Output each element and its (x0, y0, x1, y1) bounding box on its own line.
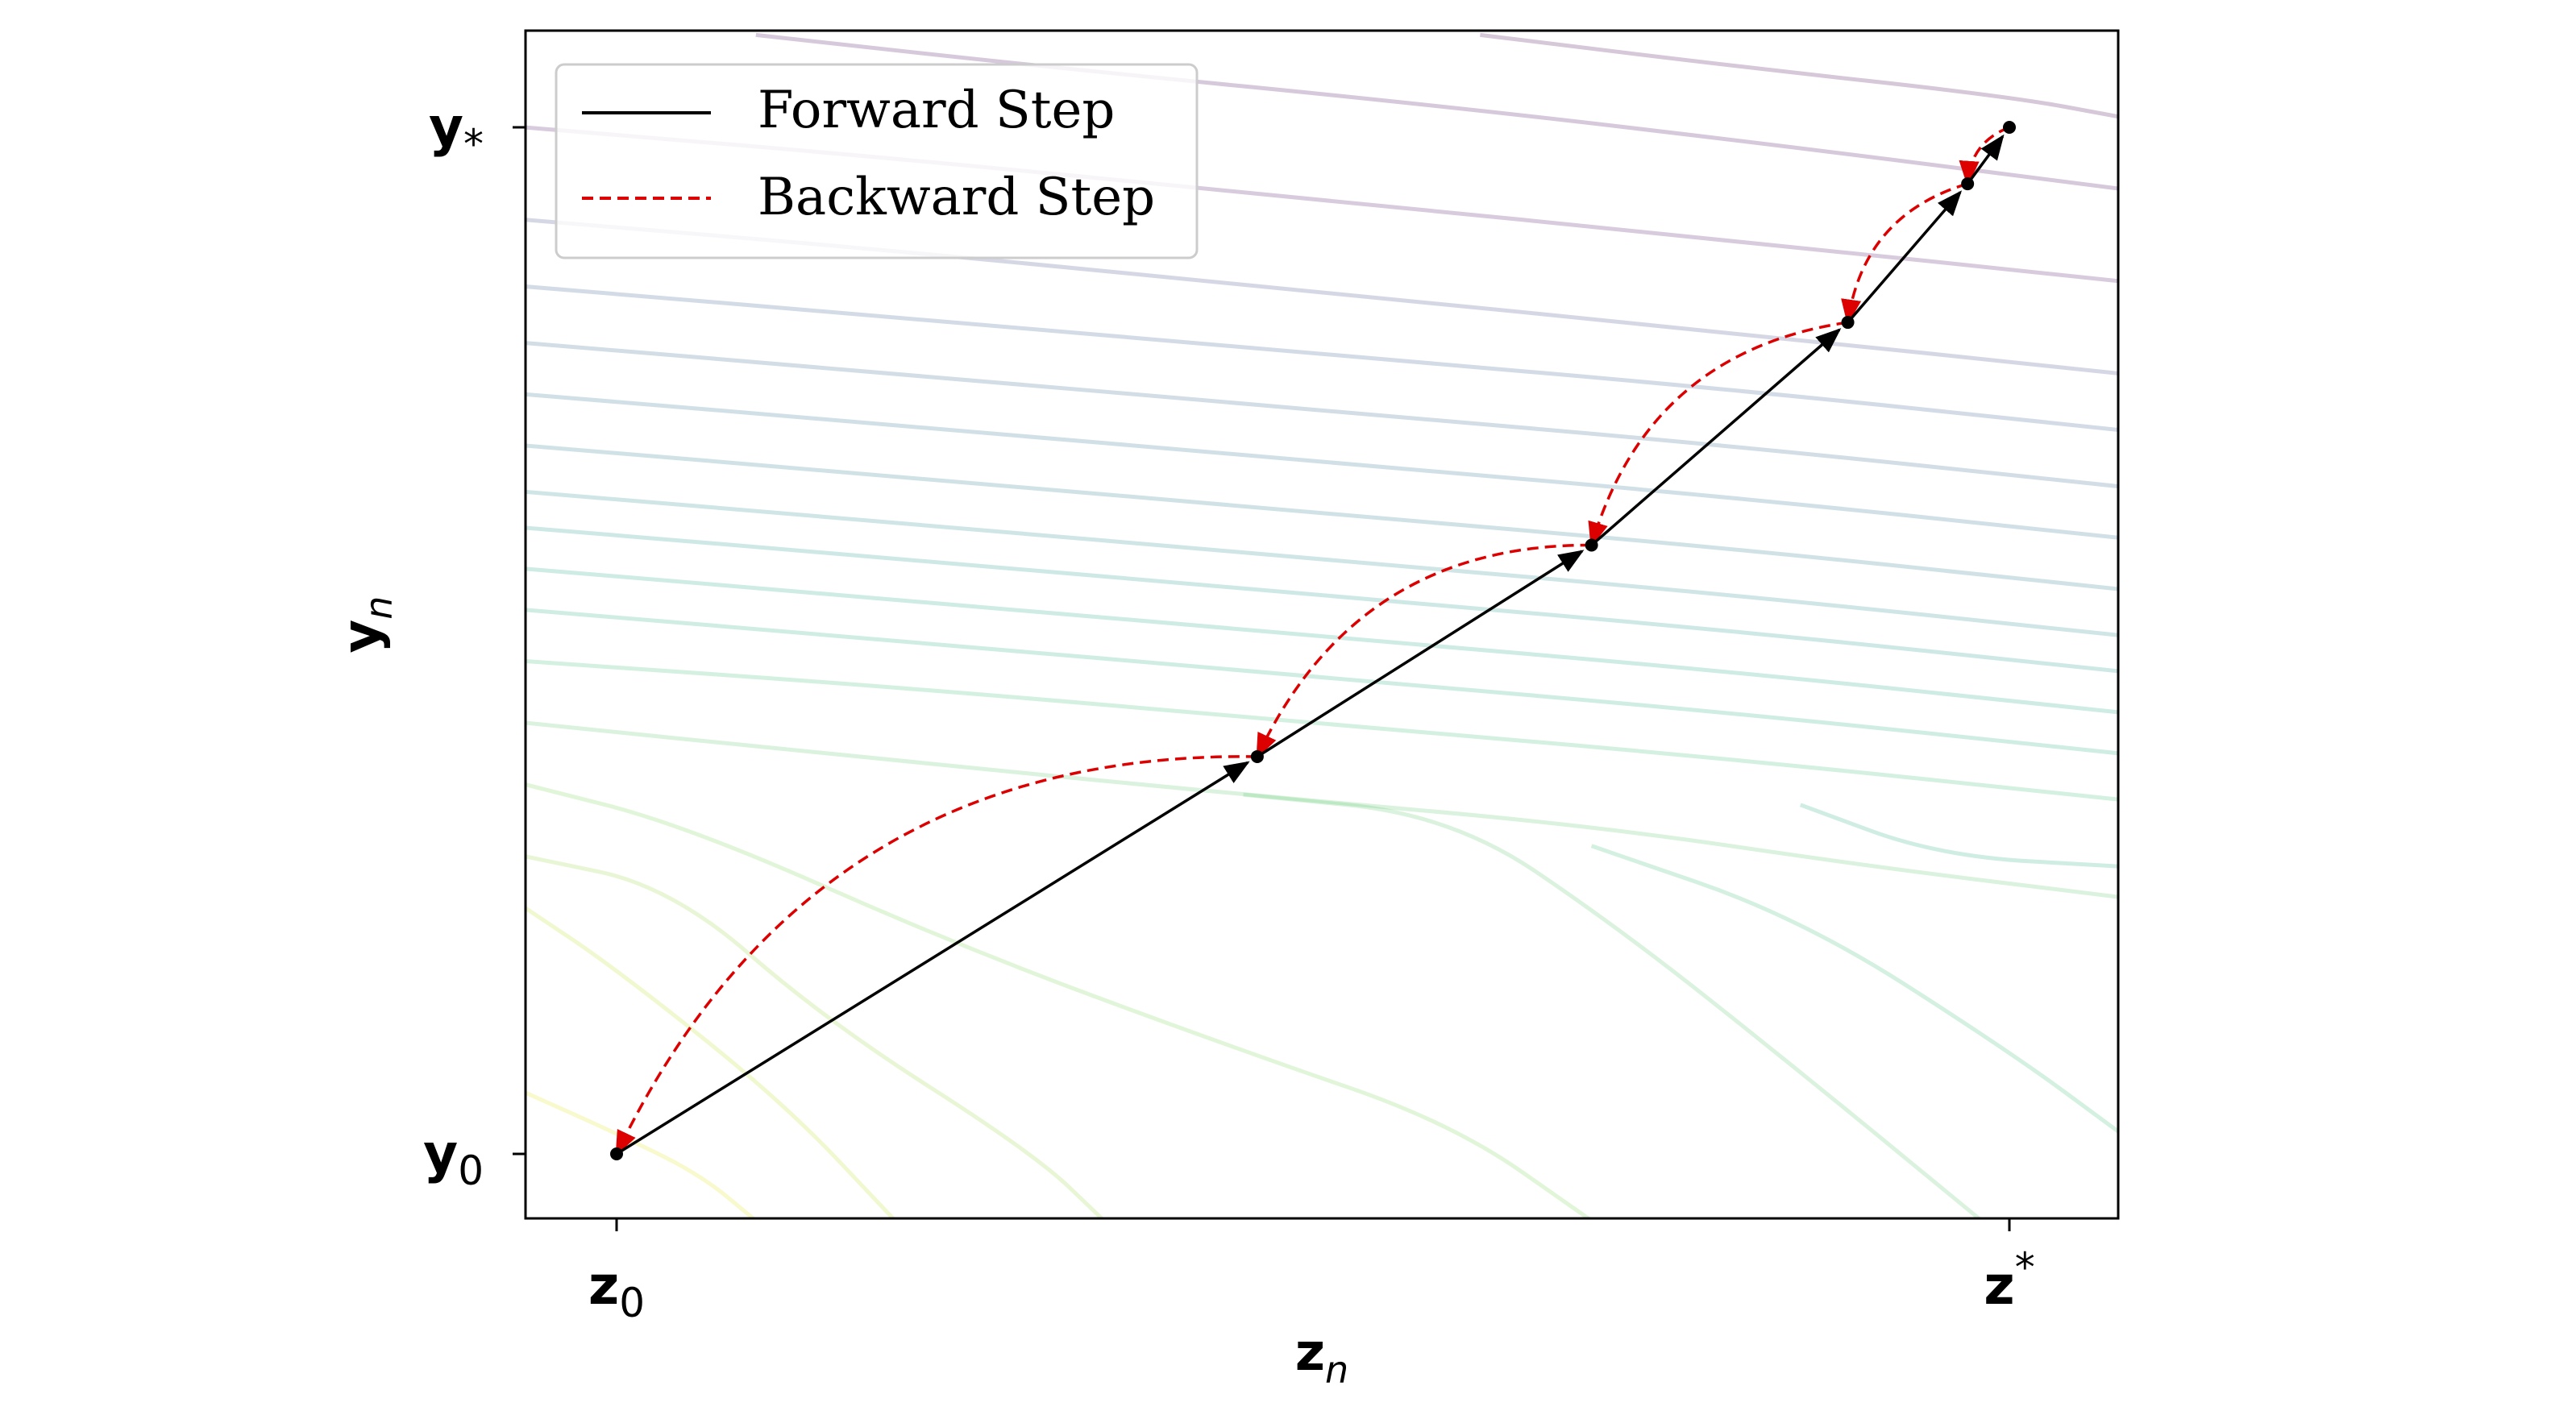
iterate-points (610, 121, 2016, 1160)
backward-step (1959, 126, 2010, 187)
contour-line (526, 566, 2118, 715)
contour-line (526, 443, 2118, 591)
contour-line (755, 32, 2118, 191)
iterate-point (1841, 316, 1855, 330)
y-tick-label: y* (429, 96, 484, 168)
forward-step (1847, 190, 1963, 324)
contour-line (526, 854, 1105, 1218)
x-tick-label: z0 (588, 1255, 645, 1326)
contour-line (526, 1090, 757, 1218)
contour-lines (526, 32, 2118, 1218)
x-tick-label: z* (1984, 1244, 2034, 1317)
y-axis-label: yn (332, 596, 401, 654)
backward-step (615, 755, 1257, 1156)
forward-steps (616, 134, 2005, 1156)
backward-step (1588, 321, 1848, 548)
contour-line (526, 284, 2118, 433)
backward-step (1256, 543, 1592, 759)
contour-line (526, 782, 1592, 1218)
legend-box (555, 63, 1199, 259)
legend-forward-label: Forward Step (758, 81, 1115, 140)
contour-line (1243, 792, 1982, 1218)
legend-backward-label: Backward Step (758, 168, 1155, 227)
contour-line (1799, 803, 2118, 869)
contour-line (526, 608, 2118, 756)
contour-line (526, 392, 2118, 540)
backward-steps (615, 126, 2010, 1156)
iterate-point (1585, 538, 1598, 552)
iterate-point (1961, 177, 1975, 191)
plot-frame (524, 29, 2120, 1220)
forward-step (1590, 328, 1842, 546)
contour-line (526, 906, 896, 1218)
x-axis-label: zn (1295, 1323, 1348, 1392)
contour-line (526, 341, 2118, 489)
y-axis-ticks: y0 y* (423, 96, 526, 1194)
forward-step (1966, 134, 2005, 185)
contour-line (1590, 844, 2118, 1135)
forward-step (1256, 550, 1585, 758)
iterate-point (2003, 121, 2016, 134)
forward-step (616, 761, 1250, 1156)
contour-line (526, 525, 2118, 674)
contour-line (1480, 32, 2118, 119)
contour-line (526, 659, 2118, 802)
x-axis-ticks: z0 z* (588, 1218, 2035, 1326)
iterate-point (610, 1147, 623, 1160)
legend: Forward Step Backward Step (555, 63, 1199, 259)
contour-line (526, 489, 2118, 637)
iterate-point (1250, 749, 1264, 763)
contour-line (526, 720, 2118, 899)
y-tick-label: y0 (423, 1122, 484, 1194)
